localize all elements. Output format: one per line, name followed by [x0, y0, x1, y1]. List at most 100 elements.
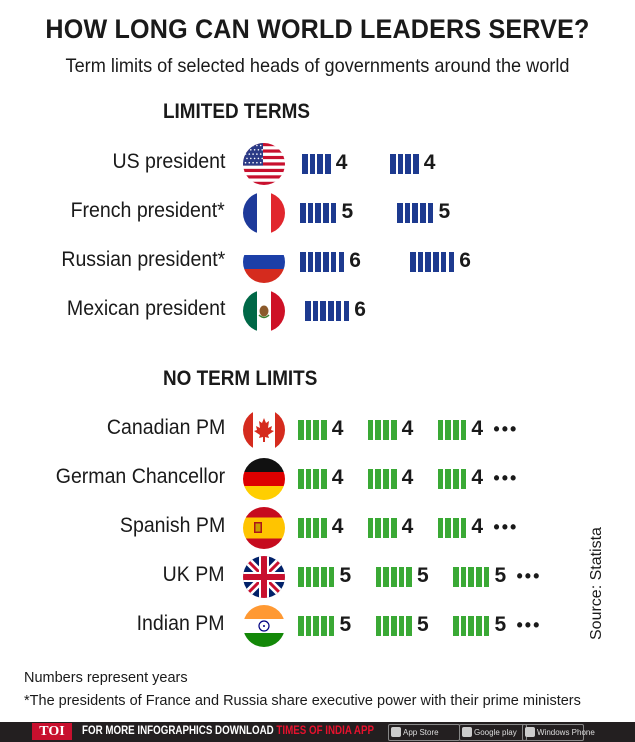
- year-block: [300, 203, 306, 223]
- year-block: [383, 616, 389, 636]
- year-block: [298, 469, 304, 489]
- term-bar-germany-2: [367, 469, 398, 489]
- row-label-usa: US president: [112, 150, 225, 173]
- year-block: [460, 518, 467, 538]
- term-value-spain-2: 4: [401, 515, 414, 538]
- chart-title: HOW LONG CAN WORLD LEADERS SERVE?: [45, 14, 590, 44]
- term-bar-uk-2: [375, 567, 414, 587]
- term-bar-spain-2: [367, 518, 398, 538]
- year-block: [460, 469, 467, 489]
- year-block: [312, 301, 319, 321]
- term-value-france-2: 5: [438, 200, 451, 223]
- row-label-france: French president*: [70, 199, 225, 222]
- year-block: [468, 616, 475, 636]
- year-block: [375, 469, 382, 489]
- year-block: [323, 252, 329, 272]
- year-block: [383, 469, 389, 489]
- app-store-label: App Store: [403, 728, 439, 737]
- year-block: [453, 616, 459, 636]
- footer-cta-prefix: FOR MORE INFOGRAPHICS DOWNLOAD: [82, 725, 277, 737]
- year-block: [448, 252, 455, 272]
- year-block: [445, 420, 451, 440]
- year-block: [315, 252, 322, 272]
- year-block: [420, 203, 426, 223]
- year-block: [440, 252, 447, 272]
- year-block: [460, 420, 467, 440]
- year-block: [390, 420, 397, 440]
- year-block: [460, 567, 467, 587]
- year-block: [483, 616, 490, 636]
- term-bar-canada-1: [298, 420, 328, 440]
- year-block: [404, 203, 411, 223]
- year-block: [302, 154, 308, 174]
- term-bar-canada-3: [437, 420, 468, 440]
- footer-cta-app[interactable]: TIMES OF INDIA APP: [276, 725, 374, 737]
- year-block: [375, 616, 382, 636]
- year-block: [305, 301, 311, 321]
- year-block: [445, 469, 451, 489]
- row-label-uk: UK PM: [163, 563, 225, 586]
- term-value-usa-2: 4: [423, 151, 436, 174]
- flag-mexico-icon: [243, 290, 285, 332]
- year-block: [335, 301, 342, 321]
- year-block: [413, 154, 419, 174]
- year-block: [390, 518, 397, 538]
- term-bar-india-2: [375, 616, 414, 636]
- year-block: [313, 567, 320, 587]
- toi-logo[interactable]: TOI: [32, 723, 72, 740]
- section-title-limited-terms: LIMITED TERMS: [163, 100, 310, 123]
- year-block: [321, 518, 327, 538]
- chart-subtitle: Term limits of selected heads of governm…: [65, 55, 570, 77]
- year-block: [476, 616, 482, 636]
- flag-usa-icon: [243, 143, 285, 185]
- flag-uk-icon: [243, 556, 285, 598]
- term-bar-spain-1: [298, 518, 328, 538]
- year-block: [437, 420, 444, 440]
- year-block: [305, 518, 312, 538]
- year-block: [468, 567, 475, 587]
- year-block: [305, 567, 312, 587]
- year-block: [383, 518, 389, 538]
- year-block: [452, 469, 459, 489]
- year-block: [375, 567, 382, 587]
- year-block: [313, 616, 320, 636]
- term-bar-germany-1: [298, 469, 328, 489]
- term-value-uk-2: 5: [417, 564, 429, 587]
- year-block: [437, 469, 444, 489]
- continuation-marker: •••: [493, 468, 519, 488]
- year-block: [330, 252, 337, 272]
- continuation-marker: •••: [516, 615, 542, 635]
- year-block: [330, 203, 337, 223]
- term-value-russia-2: 6: [459, 249, 471, 272]
- footer-cta: FOR MORE INFOGRAPHICS DOWNLOAD TIMES OF …: [82, 725, 374, 737]
- app-store-badge[interactable]: App Store: [388, 724, 460, 741]
- year-block: [383, 567, 389, 587]
- footnote-shared-power: *The presidents of France and Russia sha…: [24, 693, 581, 709]
- windows-phone-badge[interactable]: Windows Phone: [522, 724, 595, 741]
- year-block: [412, 203, 419, 223]
- windows-phone-label: Windows Phone: [537, 728, 595, 737]
- year-block: [390, 154, 396, 174]
- row-label-germany: German Chancellor: [55, 465, 225, 488]
- year-block: [476, 567, 482, 587]
- term-value-germany-2: 4: [401, 466, 414, 489]
- year-block: [315, 203, 322, 223]
- term-value-mexico-1: 6: [354, 298, 366, 321]
- year-block: [397, 154, 404, 174]
- year-block: [417, 252, 424, 272]
- term-value-germany-3: 4: [471, 466, 484, 489]
- year-block: [300, 252, 306, 272]
- year-block: [375, 518, 382, 538]
- google-play-badge[interactable]: Google play: [459, 724, 527, 741]
- year-block: [398, 616, 405, 636]
- year-block: [313, 518, 320, 538]
- windows-icon: [525, 727, 535, 737]
- term-value-india-1: 5: [339, 613, 352, 636]
- year-block: [298, 616, 304, 636]
- term-bar-france-1: [300, 203, 338, 223]
- year-block: [325, 154, 331, 174]
- year-block: [328, 567, 335, 587]
- term-value-canada-3: 4: [471, 417, 484, 440]
- flag-india-icon: [243, 605, 285, 647]
- year-block: [298, 567, 304, 587]
